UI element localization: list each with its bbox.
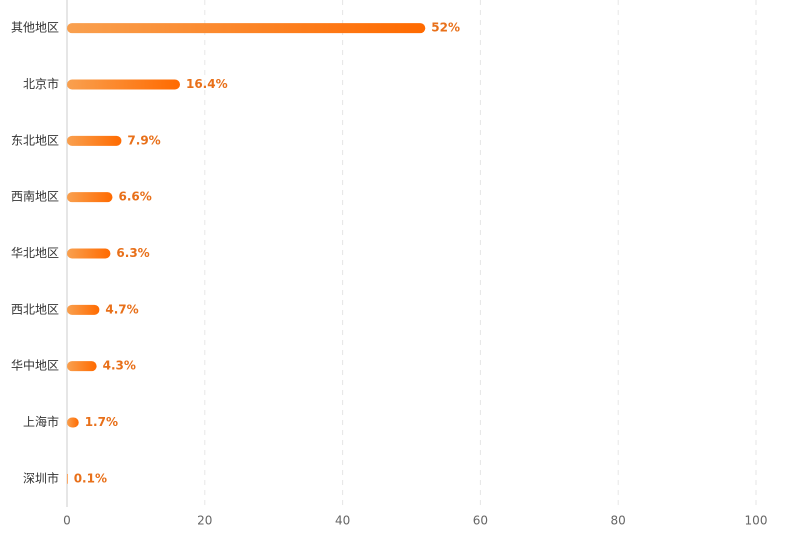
x-tick-label: 20 [197,514,212,528]
value-label: 4.7% [105,302,138,316]
category-label: 西北地区 [11,302,59,316]
category-label: 西南地区 [11,189,59,204]
category-label: 北京市 [23,76,59,91]
value-label: 4.3% [103,359,136,373]
bar [67,135,122,146]
value-label: 7.9% [127,133,160,147]
bar [67,23,426,34]
category-label: 上海市 [23,414,59,429]
x-tick-label: 40 [335,514,350,528]
x-tick-label: 80 [611,514,626,528]
bar [67,361,97,372]
category-label: 其他地区 [11,21,59,35]
value-label: 6.6% [118,190,151,204]
category-label: 华中地区 [11,358,59,373]
x-tick-label: 100 [745,514,768,528]
value-label: 1.7% [85,415,118,429]
category-label: 东北地区 [11,133,59,147]
x-tick-label: 60 [473,514,488,528]
x-tick-label: 0 [63,514,71,528]
bar [67,192,113,203]
bar [67,417,79,428]
value-label: 0.1% [74,471,107,485]
category-label: 华北地区 [11,246,59,260]
value-label: 16.4% [186,77,228,91]
value-label: 6.3% [116,246,149,260]
bar [67,304,100,315]
bar [67,473,68,484]
bar [67,248,111,259]
value-label: 52% [431,21,460,35]
bar [67,79,180,90]
category-label: 深圳市 [23,470,59,485]
